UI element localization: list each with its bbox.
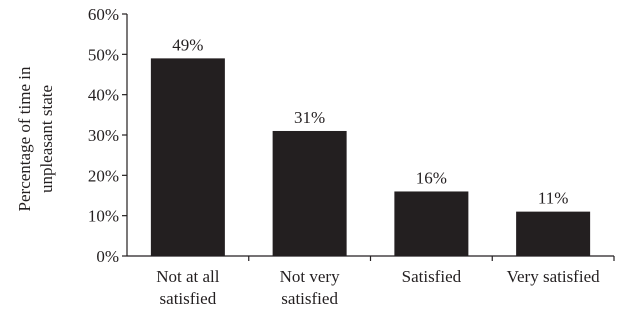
y-tick-label: 50% — [88, 45, 119, 64]
x-category-label-line: Very satisfied — [507, 267, 601, 286]
x-category-label: Not at all satisfied — [156, 267, 220, 308]
bar — [394, 191, 469, 256]
x-category-label: Very satisfied — [507, 267, 601, 286]
x-axis: Not at all satisfied Not very satisfied Sati… — [127, 255, 615, 308]
x-category-label: Not very satisfied — [280, 267, 340, 308]
y-axis-title: Percentage of time in unpleasant state — [15, 66, 56, 211]
bars: 49% 31% 16% 11% — [150, 35, 591, 256]
y-tick-label: 10% — [88, 207, 119, 226]
y-axis-title-line: unpleasant state — [37, 85, 56, 193]
bar — [272, 130, 347, 256]
x-category-label-line: satisfied — [160, 289, 217, 308]
y-axis-title-line: Percentage of time in — [15, 66, 34, 211]
y-tick-label: 20% — [88, 166, 119, 185]
y-axis-title-text: Percentage of time in unpleasant state — [15, 66, 56, 211]
y-tick-label: 0% — [96, 247, 119, 266]
y-tick-label: 40% — [88, 86, 119, 105]
y-tick-label: 30% — [88, 126, 119, 145]
x-category-label-line: satisfied — [281, 289, 338, 308]
x-category-label: Satisfied — [402, 267, 462, 286]
bar-data-label: 16% — [416, 168, 447, 187]
bar — [150, 58, 225, 256]
bar-data-label: 31% — [294, 108, 325, 127]
bar-data-label: 11% — [538, 189, 569, 208]
x-category-label-line: Not very — [280, 267, 340, 286]
x-category-label-line: Not at all — [156, 267, 220, 286]
y-axis: 0% 10% 20% 30% 40% 50% 60% — [88, 5, 128, 266]
x-category-label-line: Satisfied — [402, 267, 462, 286]
bar — [516, 211, 591, 256]
y-tick-label: 60% — [88, 5, 119, 24]
bar-data-label: 49% — [172, 35, 203, 54]
